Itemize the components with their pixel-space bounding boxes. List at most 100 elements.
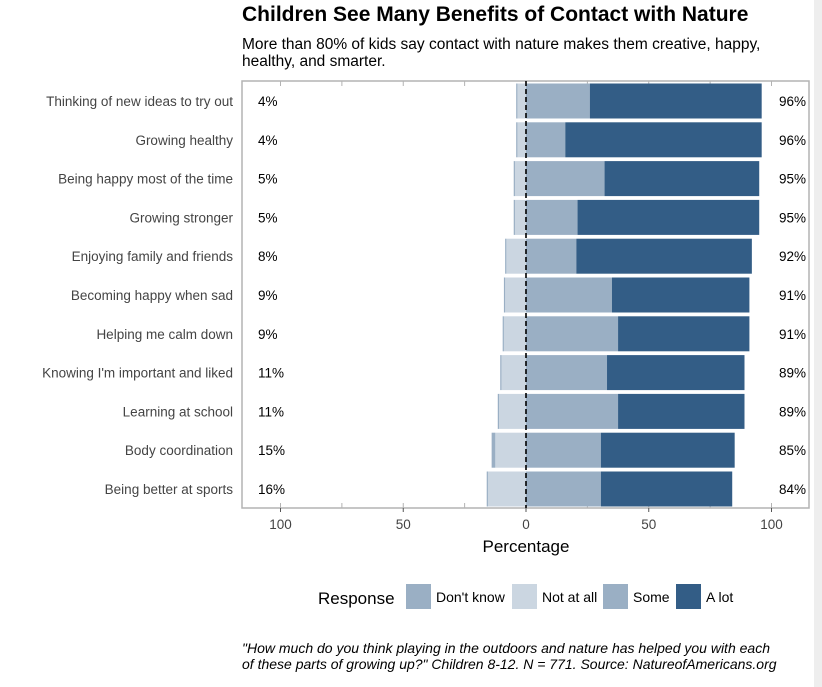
left-percent-label: 5% — [258, 210, 278, 225]
category-label: Being happy most of the time — [58, 172, 233, 187]
category-label: Knowing I'm important and liked — [42, 366, 233, 381]
bar-some — [526, 316, 619, 352]
right-percent-label: 96% — [779, 94, 806, 109]
right-percent-label: 89% — [779, 404, 806, 419]
bar-not-at-all — [517, 122, 526, 158]
bar-some — [526, 238, 577, 274]
legend-swatch — [406, 584, 431, 609]
left-percent-label: 16% — [258, 482, 285, 497]
category-label: Enjoying family and friends — [72, 249, 234, 264]
left-percent-label: 9% — [258, 327, 278, 342]
bar-don-t-know — [486, 471, 488, 507]
bar-a-lot — [607, 355, 745, 391]
x-tick-label: 0 — [522, 517, 530, 532]
right-percent-label: 89% — [779, 366, 806, 381]
bar-not-at-all — [514, 199, 526, 235]
legend-label: Don't know — [436, 589, 506, 605]
bar-don-t-know — [497, 393, 499, 429]
bar-a-lot — [600, 432, 735, 468]
category-label: Body coordination — [125, 443, 233, 458]
right-percent-label: 91% — [779, 288, 806, 303]
bar-a-lot — [565, 122, 762, 158]
left-percent-label: 9% — [258, 288, 278, 303]
bar-a-lot — [618, 393, 745, 429]
left-percent-label: 11% — [258, 404, 284, 419]
x-tick-label: 50 — [641, 517, 656, 532]
bar-not-at-all — [514, 161, 526, 197]
bar-don-t-know — [502, 316, 504, 352]
bar-not-at-all — [517, 83, 526, 119]
x-tick-label: 100 — [760, 517, 783, 532]
legend-swatch — [603, 584, 628, 609]
bar-don-t-know — [516, 83, 518, 119]
right-percent-label: 95% — [779, 210, 806, 225]
bar-a-lot — [576, 238, 752, 274]
left-percent-label: 4% — [258, 94, 278, 109]
bar-a-lot — [600, 471, 733, 507]
bar-some — [526, 432, 601, 468]
bar-a-lot — [604, 161, 760, 197]
x-axis-title: Percentage — [483, 537, 570, 556]
left-percent-label: 15% — [258, 443, 285, 458]
category-label: Being better at sports — [105, 482, 234, 497]
category-label: Thinking of new ideas to try out — [46, 94, 233, 109]
bar-some — [526, 83, 590, 119]
bar-some — [526, 122, 566, 158]
legend-swatch — [512, 584, 537, 609]
bar-don-t-know — [516, 122, 518, 158]
bar-don-t-know — [503, 277, 506, 313]
legend-label: Not at all — [542, 589, 597, 605]
bar-not-at-all — [505, 277, 526, 313]
x-tick-label: 50 — [396, 517, 411, 532]
bar-don-t-know — [500, 355, 502, 391]
bar-some — [526, 355, 608, 391]
legend-label: A lot — [706, 589, 733, 605]
chart-title: Children See Many Benefits of Contact wi… — [242, 3, 749, 26]
bar-not-at-all — [487, 471, 526, 507]
bar-don-t-know — [491, 432, 496, 468]
chart-caption: "How much do you think playing in the ou… — [242, 640, 777, 672]
bar-not-at-all — [498, 393, 526, 429]
bar-some — [526, 393, 619, 429]
left-percent-label: 4% — [258, 133, 278, 148]
left-percent-label: 11% — [258, 366, 284, 381]
diverging-bar-chart: Thinking of new ideas to try out 4% 96% Gro… — [42, 80, 810, 609]
bars — [486, 81, 762, 508]
right-percent-label: 95% — [779, 172, 806, 187]
category-label: Growing stronger — [129, 210, 233, 225]
bar-some — [526, 277, 612, 313]
category-label: Learning at school — [123, 404, 233, 419]
bar-some — [526, 471, 601, 507]
right-percent-label: 91% — [779, 327, 806, 342]
bar-don-t-know — [513, 199, 515, 235]
legend-label: Some — [633, 589, 670, 605]
legend: Response Don't know Not at all Some A lot — [318, 584, 733, 609]
category-label: Growing healthy — [135, 133, 233, 148]
bar-some — [526, 199, 578, 235]
window-edge-strip — [814, 0, 822, 687]
axes: 100 50 0 50 100 Percentage — [269, 508, 783, 556]
bar-don-t-know — [513, 161, 515, 197]
left-percent-label: 8% — [258, 249, 278, 264]
bar-a-lot — [611, 277, 750, 313]
bar-a-lot — [589, 83, 762, 119]
bar-not-at-all — [503, 316, 526, 352]
legend-swatch — [676, 584, 701, 609]
bar-a-lot — [618, 316, 750, 352]
category-label: Becoming happy when sad — [71, 288, 233, 303]
category-label: Helping me calm down — [96, 327, 233, 342]
bar-don-t-know — [505, 238, 507, 274]
bar-some — [526, 161, 605, 197]
bar-not-at-all — [506, 238, 526, 274]
right-percent-label: 85% — [779, 443, 806, 458]
right-percent-label: 96% — [779, 133, 806, 148]
bar-not-at-all — [501, 355, 526, 391]
right-percent-label: 84% — [779, 482, 806, 497]
left-percent-label: 5% — [258, 172, 278, 187]
bar-not-at-all — [495, 432, 526, 468]
legend-title: Response — [318, 589, 395, 608]
right-percent-label: 92% — [779, 249, 806, 264]
chart-subtitle: More than 80% of kids say contact with n… — [242, 36, 761, 70]
bar-a-lot — [577, 199, 760, 235]
x-tick-label: 100 — [269, 517, 292, 532]
